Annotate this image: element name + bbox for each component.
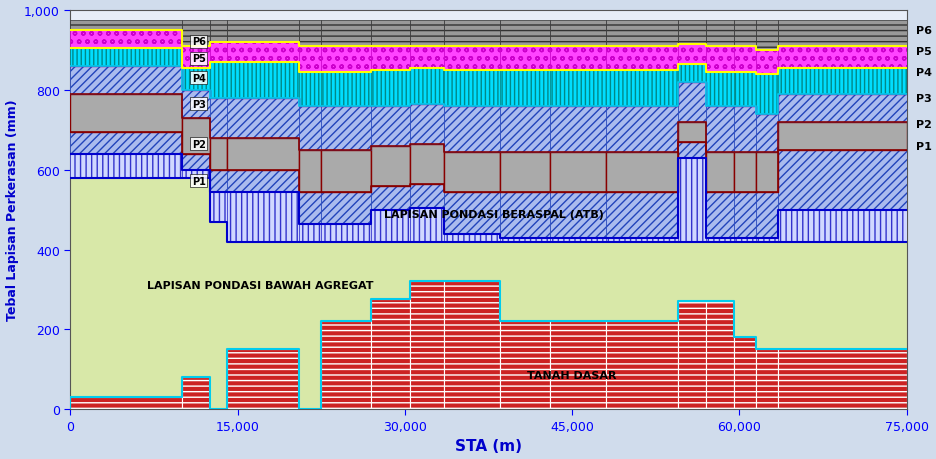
Text: P6: P6 <box>915 26 931 36</box>
Text: P6: P6 <box>192 37 206 47</box>
Text: LAPISAN PONDASI BERASPAL (ATB): LAPISAN PONDASI BERASPAL (ATB) <box>384 209 604 219</box>
Text: TANAH DASAR: TANAH DASAR <box>527 371 617 381</box>
Y-axis label: Tebal Lapisan Perkerasan (mm): Tebal Lapisan Perkerasan (mm) <box>6 100 19 321</box>
Text: P5: P5 <box>915 47 931 57</box>
Text: P3: P3 <box>915 94 931 104</box>
Text: P4: P4 <box>192 73 206 84</box>
Text: P1: P1 <box>192 176 206 186</box>
Text: P5: P5 <box>192 54 206 64</box>
Text: P3: P3 <box>192 99 206 109</box>
Text: P2: P2 <box>192 139 206 149</box>
Text: P4: P4 <box>915 68 931 78</box>
Text: LAPISAN PONDASI BAWAH AGREGAT: LAPISAN PONDASI BAWAH AGREGAT <box>147 281 373 291</box>
Text: P1: P1 <box>915 141 931 151</box>
Text: P2: P2 <box>915 119 931 129</box>
X-axis label: STA (m): STA (m) <box>455 438 522 453</box>
